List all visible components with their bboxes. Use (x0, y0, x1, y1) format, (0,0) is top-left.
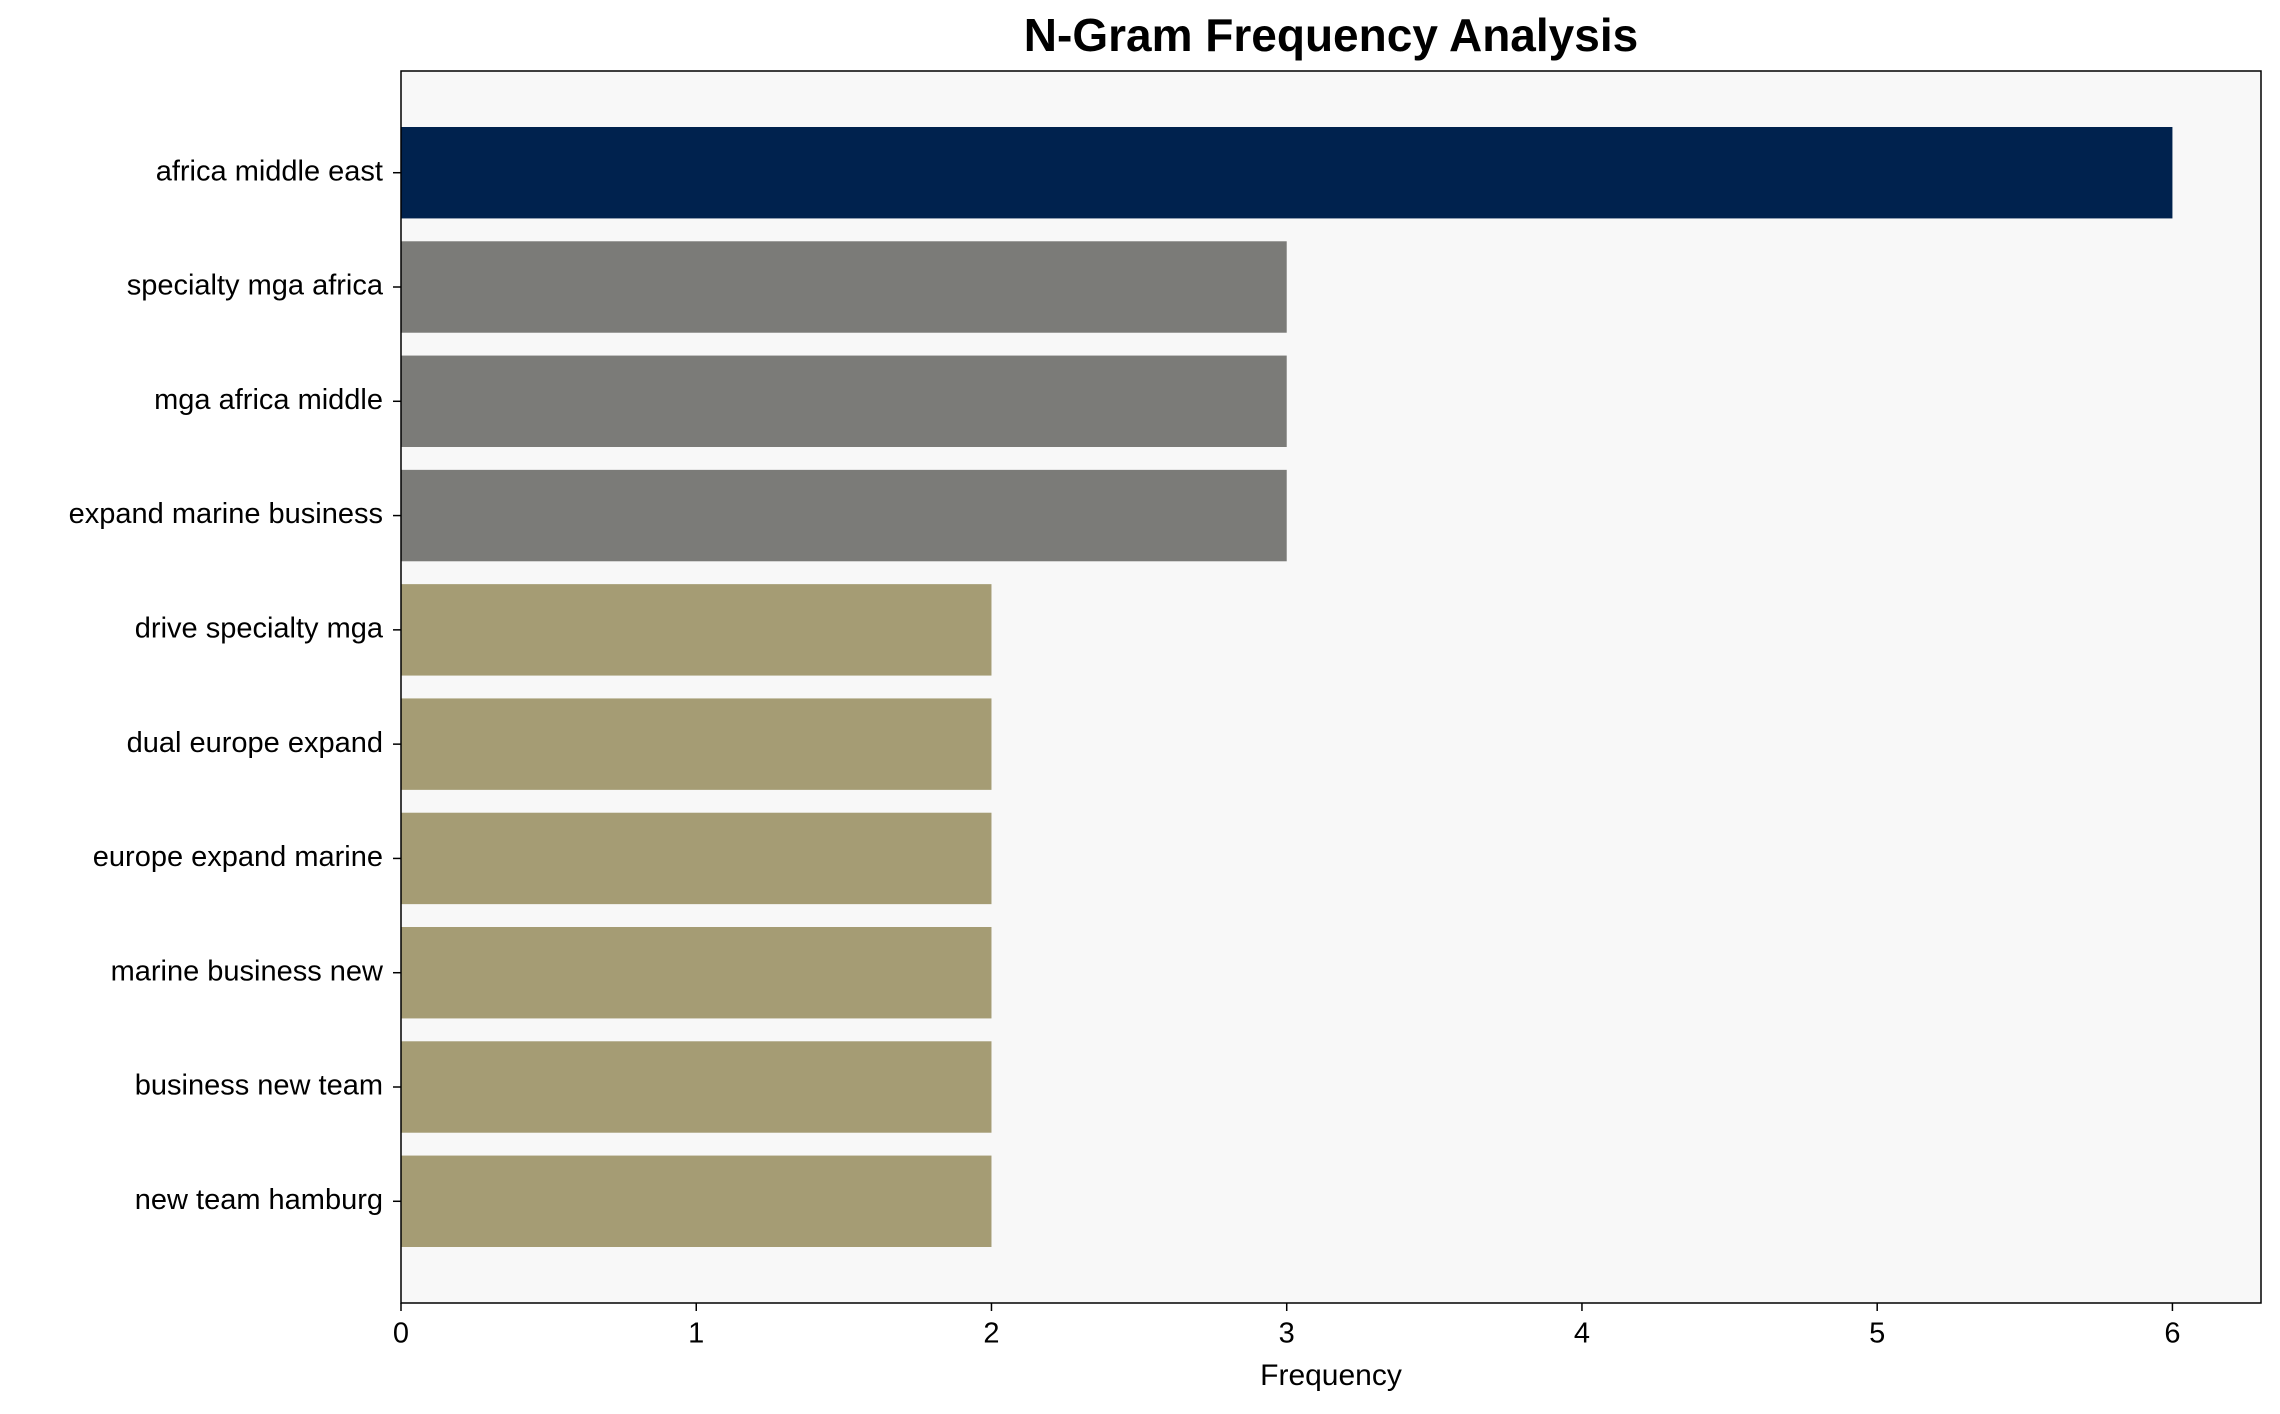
bar (401, 1155, 992, 1247)
x-tick-label: 5 (1869, 1318, 1885, 1350)
x-axis-label: Frequency (1260, 1359, 1402, 1392)
y-tick-label: business new team (135, 1070, 383, 1102)
y-tick-label: europe expand marine (93, 841, 383, 873)
plot-frame (400, 70, 2262, 1304)
y-tick-label: marine business new (111, 955, 384, 987)
chart-title: N-Gram Frequency Analysis (1024, 9, 1638, 61)
bar (401, 469, 1287, 562)
y-tick-label: specialty mga africa (127, 270, 384, 302)
x-tick-label: 4 (1574, 1318, 1590, 1350)
x-tick-label: 1 (688, 1318, 704, 1350)
x-tick-label: 2 (983, 1318, 999, 1350)
bar (401, 127, 2173, 219)
bar (401, 584, 992, 676)
y-tick-label: new team hamburg (135, 1184, 383, 1216)
y-tick-label: drive specialty mga (135, 613, 384, 645)
y-tick-label: dual europe expand (127, 727, 383, 759)
bar (401, 698, 992, 790)
x-tick-label: 3 (1279, 1318, 1295, 1350)
x-tick-label: 6 (2164, 1318, 2180, 1350)
bar (401, 355, 1287, 447)
bar (401, 812, 992, 905)
bar (401, 927, 992, 1019)
y-tick-label: mga africa middle (154, 384, 383, 416)
bar (401, 241, 1287, 333)
y-tick-label: expand marine business (69, 498, 383, 530)
y-tick-label: africa middle east (156, 155, 383, 187)
bar (401, 1041, 992, 1133)
x-tick-label: 0 (393, 1318, 409, 1350)
